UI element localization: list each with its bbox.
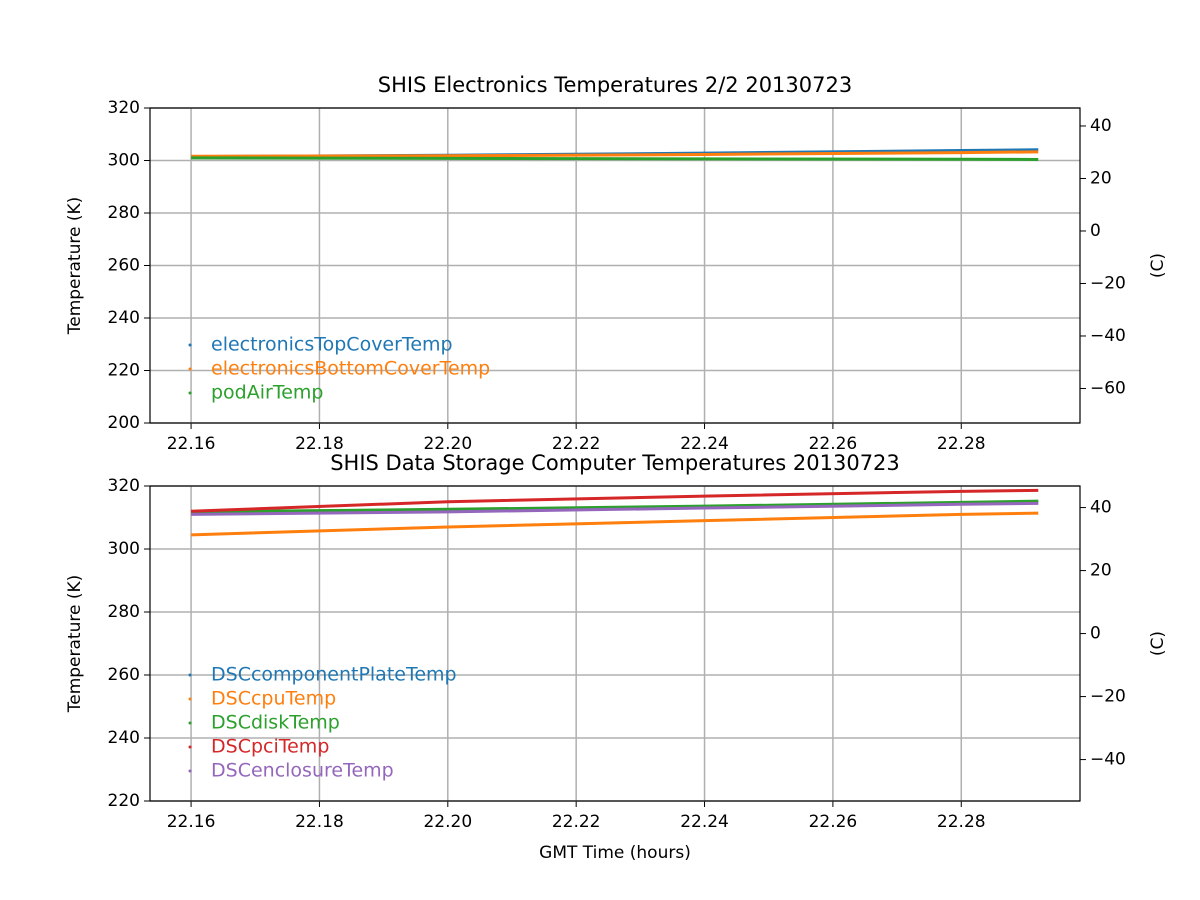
y2-tick-label: 40: [1090, 498, 1112, 518]
y-tick-label: 300: [108, 539, 140, 559]
series-line: [191, 150, 1039, 158]
legend-label: DSCenclosureTemp: [211, 760, 394, 782]
x-tick-label: 22.20: [423, 434, 472, 454]
legend-label: DSCcpuTemp: [211, 688, 336, 710]
y2-axis-label: (C): [1148, 631, 1168, 656]
legend-marker: [188, 721, 192, 725]
y-tick-label: 320: [108, 476, 140, 496]
y-tick-label: 260: [108, 256, 140, 276]
series-line: [191, 499, 1039, 514]
y2-tick-label: 20: [1090, 561, 1112, 581]
legend-marker: [188, 769, 192, 773]
y2-tick-label: −40: [1090, 326, 1126, 346]
y-tick-label: 280: [108, 602, 140, 622]
y-axis-label: Temperature (K): [65, 575, 85, 714]
y-tick-label: 260: [108, 665, 140, 685]
legend-marker: [188, 673, 192, 677]
legend-label: electronicsBottomCoverTemp: [211, 358, 490, 380]
legend-label: DSCpciTemp: [211, 736, 329, 758]
x-tick-label: 22.28: [937, 434, 986, 454]
x-axis-label: GMT Time (hours): [539, 843, 691, 863]
y-tick-label: 300: [108, 151, 140, 171]
x-tick-label: 22.20: [423, 812, 472, 832]
x-tick-label: 22.24: [680, 434, 729, 454]
x-tick-label: 22.18: [295, 812, 344, 832]
chart-title: SHIS Data Storage Computer Temperatures …: [330, 451, 900, 475]
series-line: [191, 488, 1039, 513]
chart-title: SHIS Electronics Temperatures 2/2 201307…: [378, 73, 852, 97]
y2-axis-label: (C): [1148, 253, 1168, 278]
x-tick-label: 22.18: [295, 434, 344, 454]
y-tick-label: 240: [108, 308, 140, 328]
legend-marker: [188, 391, 192, 395]
y2-tick-label: −20: [1090, 273, 1126, 293]
x-tick-label: 22.24: [680, 812, 729, 832]
y2-tick-label: 0: [1090, 221, 1101, 241]
y2-tick-label: −40: [1090, 750, 1126, 770]
legend-label: podAirTemp: [211, 382, 323, 404]
y2-tick-label: −20: [1090, 687, 1126, 707]
series-line: [191, 511, 1039, 537]
series-line: [191, 501, 1039, 516]
legend-marker: [188, 697, 192, 701]
y-tick-label: 240: [108, 728, 140, 748]
legend-marker: [188, 343, 192, 347]
legend-marker: [188, 367, 192, 371]
legend-label: electronicsTopCoverTemp: [211, 334, 453, 356]
plot-frame: [149, 485, 1081, 802]
x-tick-label: 22.28: [937, 812, 986, 832]
y2-tick-label: 40: [1090, 116, 1112, 136]
y-axis-label: Temperature (K): [65, 197, 85, 336]
x-tick-label: 22.22: [552, 434, 601, 454]
y-tick-label: 320: [108, 98, 140, 118]
series-line: [191, 156, 1039, 161]
x-tick-label: 22.26: [809, 434, 858, 454]
legend-label: DSCcomponentPlateTemp: [211, 664, 457, 686]
x-tick-label: 22.22: [552, 812, 601, 832]
x-tick-label: 22.16: [167, 434, 216, 454]
x-tick-label: 22.26: [809, 812, 858, 832]
y2-tick-label: −60: [1090, 378, 1126, 398]
legend-label: DSCdiskTemp: [211, 712, 340, 734]
y-tick-label: 200: [108, 413, 140, 433]
plot-frame: [149, 107, 1081, 424]
y-tick-label: 220: [108, 791, 140, 811]
y2-tick-label: 0: [1090, 624, 1101, 644]
y-tick-label: 220: [108, 361, 140, 381]
y2-tick-label: 20: [1090, 168, 1112, 188]
legend-marker: [188, 745, 192, 749]
x-tick-label: 22.16: [167, 812, 216, 832]
y-tick-label: 280: [108, 203, 140, 223]
